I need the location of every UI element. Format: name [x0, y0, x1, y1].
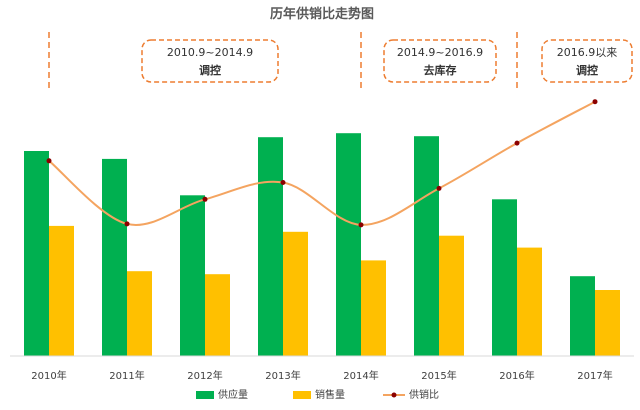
legend-label-supply: 供应量: [218, 388, 248, 401]
bar-supply-6: [492, 199, 517, 356]
x-tick-label-3: 2013年: [265, 369, 300, 382]
ratio-point-0: [46, 158, 52, 164]
x-tick-label-5: 2015年: [421, 369, 456, 382]
x-tick-label-7: 2017年: [577, 369, 612, 382]
annotation-box-1: [383, 39, 497, 83]
bar-sales-7: [595, 290, 620, 356]
bar-sales-2: [205, 274, 230, 356]
ratio-point-5: [436, 185, 442, 191]
x-tick-label-0: 2010年: [31, 369, 66, 382]
x-tick-label-4: 2014年: [343, 369, 378, 382]
annotation-box-2: [541, 39, 633, 83]
period-annotations: 2010.9~2014.9调控2014.9~2016.9去库存2016.9以来调…: [141, 39, 633, 83]
period-dividers: [48, 32, 518, 92]
legend-label-sales: 销售量: [315, 388, 345, 401]
ratio-point-1: [124, 221, 130, 227]
bar-supply-7: [570, 276, 595, 356]
chart-title: 历年供销比走势图: [270, 6, 374, 22]
annotation-range-1: 2014.9~2016.9: [397, 46, 483, 59]
bar-supply-3: [258, 137, 283, 356]
bar-sales-1: [127, 271, 152, 356]
annotation-label-0: 调控: [199, 63, 221, 77]
legend-swatch-supply: [196, 391, 214, 399]
legend-marker-ratio: [391, 392, 397, 398]
ratio-point-7: [592, 99, 598, 105]
legend-label-ratio: 供销比: [409, 388, 439, 401]
ratio-point-3: [280, 180, 286, 185]
bar-sales-0: [49, 225, 74, 356]
annotation-box-0: [141, 39, 279, 83]
ratio-point-2: [202, 196, 208, 202]
bar-supply-2: [180, 195, 205, 356]
annotation-label-1: 去库存: [424, 63, 457, 77]
x-tick-labels: 2010年 2011年 2012年 2013年 2014年 2015年 2016年 2017年: [31, 369, 612, 382]
annotation-range-0: 2010.9~2014.9: [167, 46, 253, 59]
legend-swatch-sales: [293, 391, 311, 399]
ratio-point-4: [358, 222, 364, 228]
bar-supply-4: [336, 133, 361, 356]
bar-supply-0: [24, 151, 49, 356]
x-tick-label-6: 2016年: [499, 369, 534, 382]
bar-sales-5: [439, 235, 464, 356]
bar-sales-6: [517, 247, 542, 356]
annotation-range-2: 2016.9以来: [557, 46, 618, 59]
bars: [24, 133, 620, 356]
legend: 供应量 销售量 供销比: [196, 388, 439, 401]
bar-supply-5: [414, 136, 439, 356]
x-tick-label-2: 2012年: [187, 369, 222, 382]
bar-sales-4: [361, 260, 386, 356]
x-tick-label-1: 2011年: [109, 369, 144, 382]
bar-sales-3: [283, 231, 308, 356]
ratio-line-group: [46, 99, 598, 228]
annotation-label-2: 调控: [576, 63, 598, 77]
ratio-point-6: [514, 140, 520, 146]
bar-supply-1: [102, 158, 127, 356]
